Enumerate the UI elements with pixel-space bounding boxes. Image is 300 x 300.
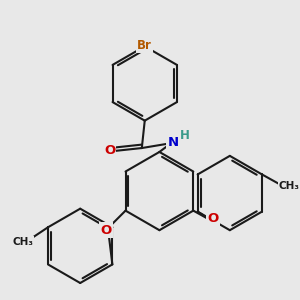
Text: O: O: [100, 224, 112, 237]
Text: O: O: [207, 212, 218, 225]
Text: CH₃: CH₃: [279, 181, 300, 191]
Text: N: N: [167, 136, 179, 149]
Text: H: H: [180, 129, 190, 142]
Text: Br: Br: [137, 39, 152, 52]
Text: O: O: [104, 145, 115, 158]
Text: CH₃: CH₃: [12, 237, 33, 247]
